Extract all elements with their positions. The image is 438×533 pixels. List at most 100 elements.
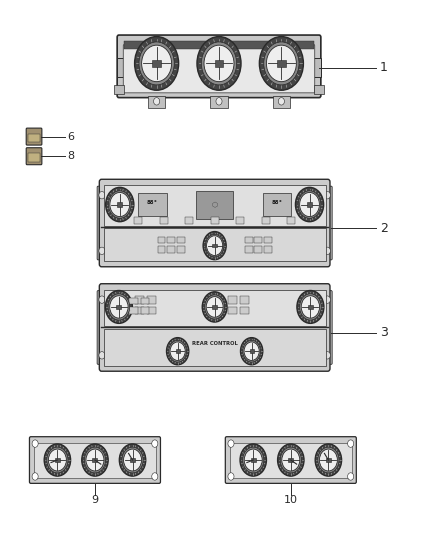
Bar — [104, 185, 325, 226]
Circle shape — [47, 447, 68, 473]
Circle shape — [166, 337, 189, 365]
Bar — [245, 246, 253, 253]
Circle shape — [109, 191, 131, 219]
Circle shape — [280, 447, 301, 473]
Bar — [117, 305, 121, 309]
Circle shape — [122, 447, 143, 473]
Text: 3: 3 — [380, 326, 388, 340]
Circle shape — [44, 444, 71, 476]
Circle shape — [201, 42, 237, 85]
Bar — [313, 58, 321, 77]
Bar — [177, 246, 185, 253]
Circle shape — [318, 447, 339, 473]
Circle shape — [119, 444, 146, 476]
Circle shape — [348, 473, 354, 480]
Bar — [117, 58, 125, 77]
Circle shape — [141, 45, 172, 82]
Bar — [124, 42, 314, 49]
FancyBboxPatch shape — [99, 284, 330, 371]
Bar — [261, 217, 269, 224]
Bar — [308, 305, 313, 309]
Circle shape — [244, 449, 262, 471]
Circle shape — [228, 440, 234, 447]
Text: 6: 6 — [67, 132, 74, 142]
Bar — [185, 217, 193, 224]
Circle shape — [315, 444, 342, 476]
Circle shape — [197, 37, 241, 90]
Bar — [104, 228, 325, 262]
FancyBboxPatch shape — [322, 290, 332, 365]
Bar — [134, 296, 144, 304]
Circle shape — [99, 296, 105, 303]
Bar — [34, 442, 155, 478]
Bar — [250, 350, 254, 353]
Bar — [117, 202, 123, 207]
Bar — [55, 458, 60, 462]
Circle shape — [324, 247, 330, 255]
Bar — [264, 237, 272, 243]
Circle shape — [99, 191, 105, 199]
Circle shape — [206, 297, 223, 317]
Circle shape — [152, 440, 158, 447]
Circle shape — [301, 296, 320, 318]
Bar — [130, 458, 135, 462]
FancyBboxPatch shape — [225, 437, 356, 483]
Bar — [160, 217, 168, 224]
Circle shape — [228, 473, 234, 480]
Circle shape — [170, 342, 185, 360]
Bar — [211, 217, 219, 224]
Circle shape — [154, 98, 160, 105]
Text: ⬡: ⬡ — [212, 201, 218, 207]
Circle shape — [152, 473, 158, 480]
Bar — [147, 307, 156, 314]
Circle shape — [99, 247, 105, 255]
Circle shape — [108, 294, 130, 320]
Circle shape — [240, 444, 266, 476]
Bar — [92, 458, 97, 462]
Bar — [228, 307, 237, 314]
Circle shape — [124, 449, 141, 471]
Circle shape — [134, 37, 179, 90]
Circle shape — [49, 449, 67, 471]
Bar — [215, 60, 223, 67]
Bar — [176, 350, 180, 353]
FancyBboxPatch shape — [322, 186, 332, 260]
Circle shape — [85, 447, 106, 473]
Circle shape — [278, 98, 284, 105]
Bar — [254, 246, 262, 253]
Bar — [307, 202, 312, 207]
Bar — [228, 296, 237, 304]
FancyBboxPatch shape — [123, 45, 315, 93]
Circle shape — [240, 337, 263, 365]
Bar — [196, 190, 233, 219]
Bar — [141, 308, 149, 314]
Text: 9: 9 — [92, 495, 99, 505]
FancyBboxPatch shape — [99, 179, 330, 266]
Circle shape — [300, 192, 319, 216]
Circle shape — [32, 473, 38, 480]
Circle shape — [266, 45, 297, 82]
Bar — [104, 328, 325, 366]
Bar — [288, 458, 293, 462]
Circle shape — [324, 352, 330, 359]
Text: 2: 2 — [380, 222, 388, 235]
Bar — [114, 85, 124, 94]
FancyBboxPatch shape — [97, 290, 107, 365]
Circle shape — [106, 188, 134, 222]
Bar — [240, 296, 250, 304]
Bar — [152, 60, 161, 67]
Bar — [167, 237, 175, 243]
Text: 10: 10 — [284, 495, 298, 505]
Circle shape — [243, 341, 261, 362]
Circle shape — [169, 341, 187, 362]
Circle shape — [207, 236, 223, 255]
Bar — [240, 307, 250, 314]
Bar — [104, 289, 325, 326]
Bar — [129, 308, 138, 314]
Circle shape — [278, 444, 304, 476]
Circle shape — [205, 235, 224, 257]
Bar — [254, 237, 262, 243]
Text: 88°: 88° — [271, 200, 283, 205]
Circle shape — [205, 295, 225, 319]
Bar — [148, 96, 165, 108]
